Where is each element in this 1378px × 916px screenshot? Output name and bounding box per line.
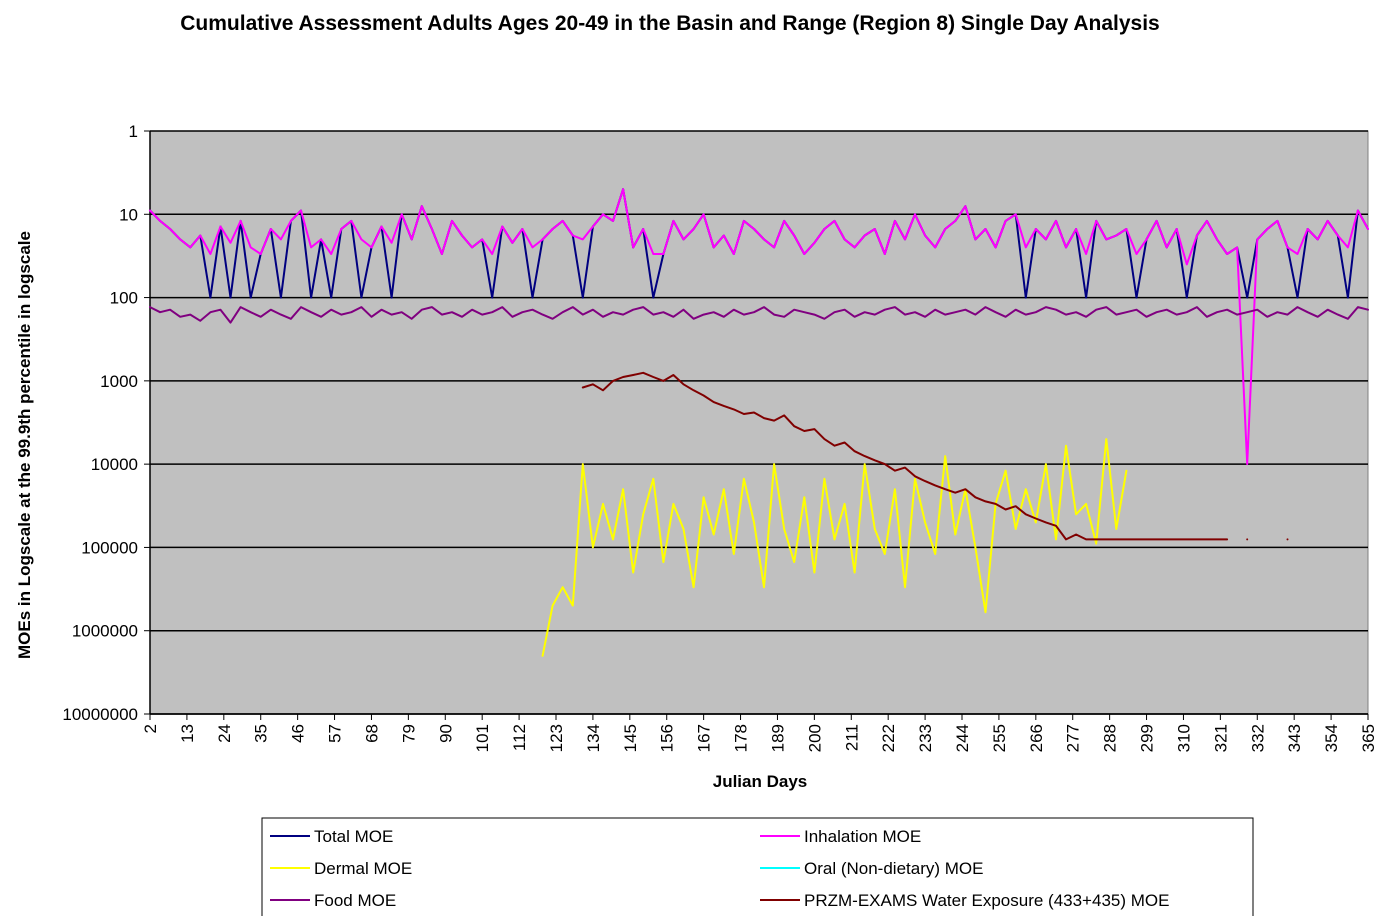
x-tick-label: 299 xyxy=(1138,724,1157,752)
y-tick-label: 100 xyxy=(110,289,138,308)
x-tick-label: 90 xyxy=(436,724,455,743)
y-tick-label: 10000000 xyxy=(62,705,138,724)
x-tick-label: 167 xyxy=(695,724,714,752)
x-tick-label: 354 xyxy=(1322,724,1341,752)
x-tick-label: 46 xyxy=(289,724,308,743)
plot-area xyxy=(149,130,1369,715)
x-tick-label: 101 xyxy=(473,724,492,752)
x-tick-label: 277 xyxy=(1064,724,1083,752)
x-tick-label: 178 xyxy=(732,724,751,752)
x-tick-label: 68 xyxy=(362,724,381,743)
series-line xyxy=(149,306,1369,324)
x-tick-label: 79 xyxy=(399,724,418,743)
x-tick-label: 211 xyxy=(842,724,861,751)
y-tick-label: 10 xyxy=(119,205,138,224)
y-tick-label: 1000 xyxy=(100,372,138,391)
x-tick-label: 57 xyxy=(326,724,345,743)
x-tick-label: 134 xyxy=(584,724,603,752)
x-tick-label: 321 xyxy=(1211,724,1230,752)
series-line xyxy=(541,438,1128,657)
x-tick-label: 35 xyxy=(252,724,271,743)
x-tick-label: 310 xyxy=(1174,724,1193,752)
y-tick-label: 1 xyxy=(129,122,138,141)
x-tick-label: 112 xyxy=(510,724,529,751)
legend xyxy=(261,817,1254,916)
x-tick-label: 332 xyxy=(1248,724,1267,752)
legend-label: PRZM-EXAMS Water Exposure (433+435) MOE xyxy=(804,891,1169,910)
x-tick-label: 24 xyxy=(215,724,234,743)
legend-label: Food MOE xyxy=(314,891,396,910)
legend-label: Oral (Non-dietary) MOE xyxy=(804,859,983,878)
x-tick-label: 13 xyxy=(178,724,197,743)
x-axis-label: Julian Days xyxy=(713,772,808,791)
series-line xyxy=(581,371,1289,541)
x-tick-label: 343 xyxy=(1285,724,1304,752)
x-tick-label: 189 xyxy=(768,724,787,752)
y-tick-label: 100000 xyxy=(81,538,138,557)
x-tick-label: 244 xyxy=(953,724,972,752)
x-tick-label: 255 xyxy=(990,724,1009,752)
legend-label: Total MOE xyxy=(314,827,393,846)
y-tick-label: 1000000 xyxy=(72,622,138,641)
x-tick-label: 156 xyxy=(658,724,677,752)
series-line xyxy=(149,188,1369,466)
x-tick-label: 266 xyxy=(1027,724,1046,752)
x-tick-label: 123 xyxy=(547,724,566,752)
y-axis-label: MOEs in Logscale at the 99.9th percentil… xyxy=(15,231,34,659)
x-tick-label: 365 xyxy=(1359,724,1378,752)
chart-title: Cumulative Assessment Adults Ages 20-49 … xyxy=(180,12,1160,35)
x-tick-label: 222 xyxy=(879,724,898,752)
x-tick-label: 233 xyxy=(916,724,935,752)
x-tick-label: 288 xyxy=(1101,724,1120,752)
legend-label: Inhalation MOE xyxy=(804,827,921,846)
x-tick-label: 2 xyxy=(141,724,160,733)
legend-label: Dermal MOE xyxy=(314,859,412,878)
x-tick-label: 200 xyxy=(805,724,824,752)
x-tick-label: 145 xyxy=(621,724,640,752)
y-tick-label: 10000 xyxy=(91,455,138,474)
